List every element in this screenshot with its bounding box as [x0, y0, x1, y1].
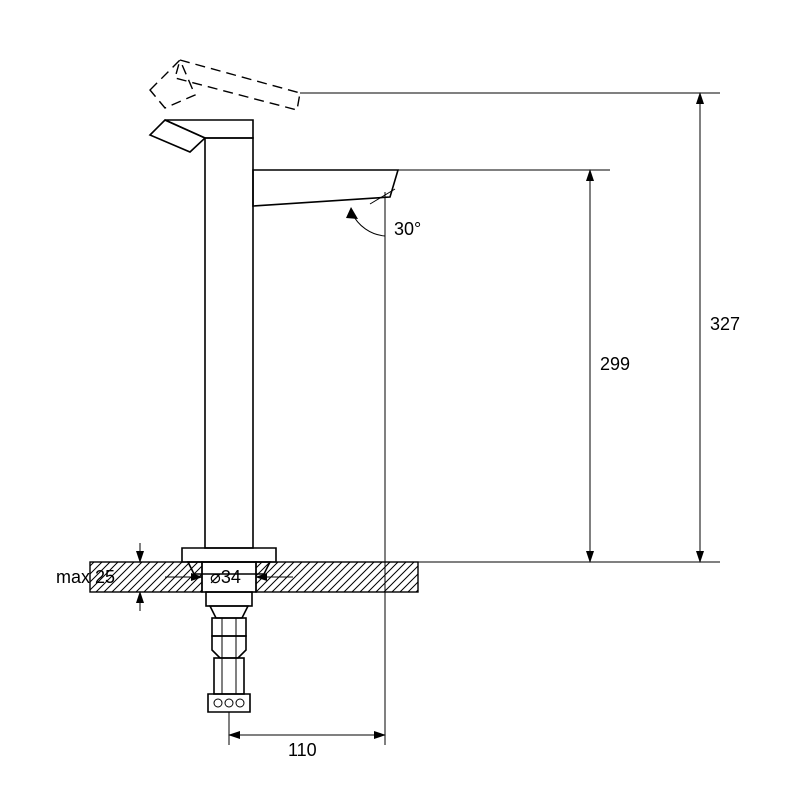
countertop [90, 562, 418, 592]
dim-spout-height-value: 299 [600, 354, 630, 374]
faucet-handle [150, 120, 253, 152]
faucet-pillar [205, 138, 253, 548]
dim-deck-thickness-value: max 25 [56, 567, 115, 587]
dim-hole-diameter-value: ⌀34 [210, 567, 241, 587]
dim-spout-height: 299 [398, 170, 630, 562]
dim-spout-angle-value: 30° [394, 219, 421, 239]
dim-overall-height-value: 327 [710, 314, 740, 334]
mounting-assembly [206, 592, 252, 712]
faucet-handle-open [150, 60, 300, 110]
dim-spout-reach-value: 110 [288, 740, 317, 760]
dim-overall-height: 327 [300, 93, 740, 562]
dim-spout-angle: 30° [346, 192, 421, 260]
faucet-spout [253, 170, 398, 206]
